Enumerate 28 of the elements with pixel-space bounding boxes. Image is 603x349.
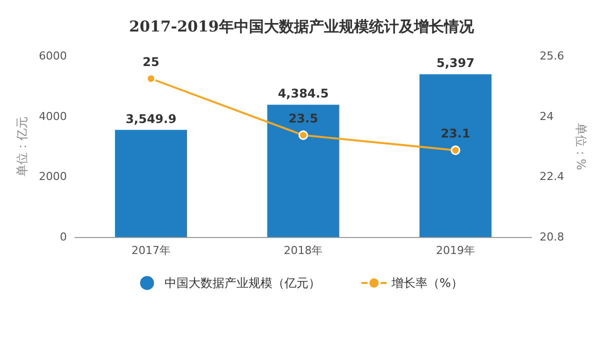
data-label: 3,549.9 [126,112,176,126]
y-tick-label: 4000 [38,110,67,123]
y2-tick-label: 25.6 [540,50,564,62]
point [298,130,308,140]
y-tick-label: 6000 [38,50,67,62]
bar [419,74,492,237]
data-label: 23.5 [288,111,318,126]
y2-axis-title: 单位：% [574,122,588,170]
y2-tick-label: 20.8 [540,230,564,244]
chart-title: 2017-2019年中国大数据产业规模统计及增长情况 [129,18,475,36]
y-tick-label: 2000 [38,170,67,184]
y2-tick-label: 22.4 [540,170,564,184]
y-tick-label: 0 [60,230,67,244]
data-label: 4,384.5 [278,86,329,101]
y2-tick-label: 24 [540,110,554,123]
legend-label: 中国大数据产业规模（亿元） [164,276,321,290]
y-axis-title: 单位：亿元 [15,116,29,176]
data-label: 5,397 [436,56,474,70]
x-tick-label: 2018年 [284,244,323,257]
legend-label: 增长率（%） [390,276,463,290]
bar [115,130,188,237]
x-tick-label: 2019年 [436,244,475,257]
point [450,146,460,156]
data-label: 25 [142,54,160,69]
x-tick-label: 2017年 [132,244,171,257]
point [146,74,156,84]
data-label: 23.1 [440,126,470,141]
bar [267,104,340,237]
